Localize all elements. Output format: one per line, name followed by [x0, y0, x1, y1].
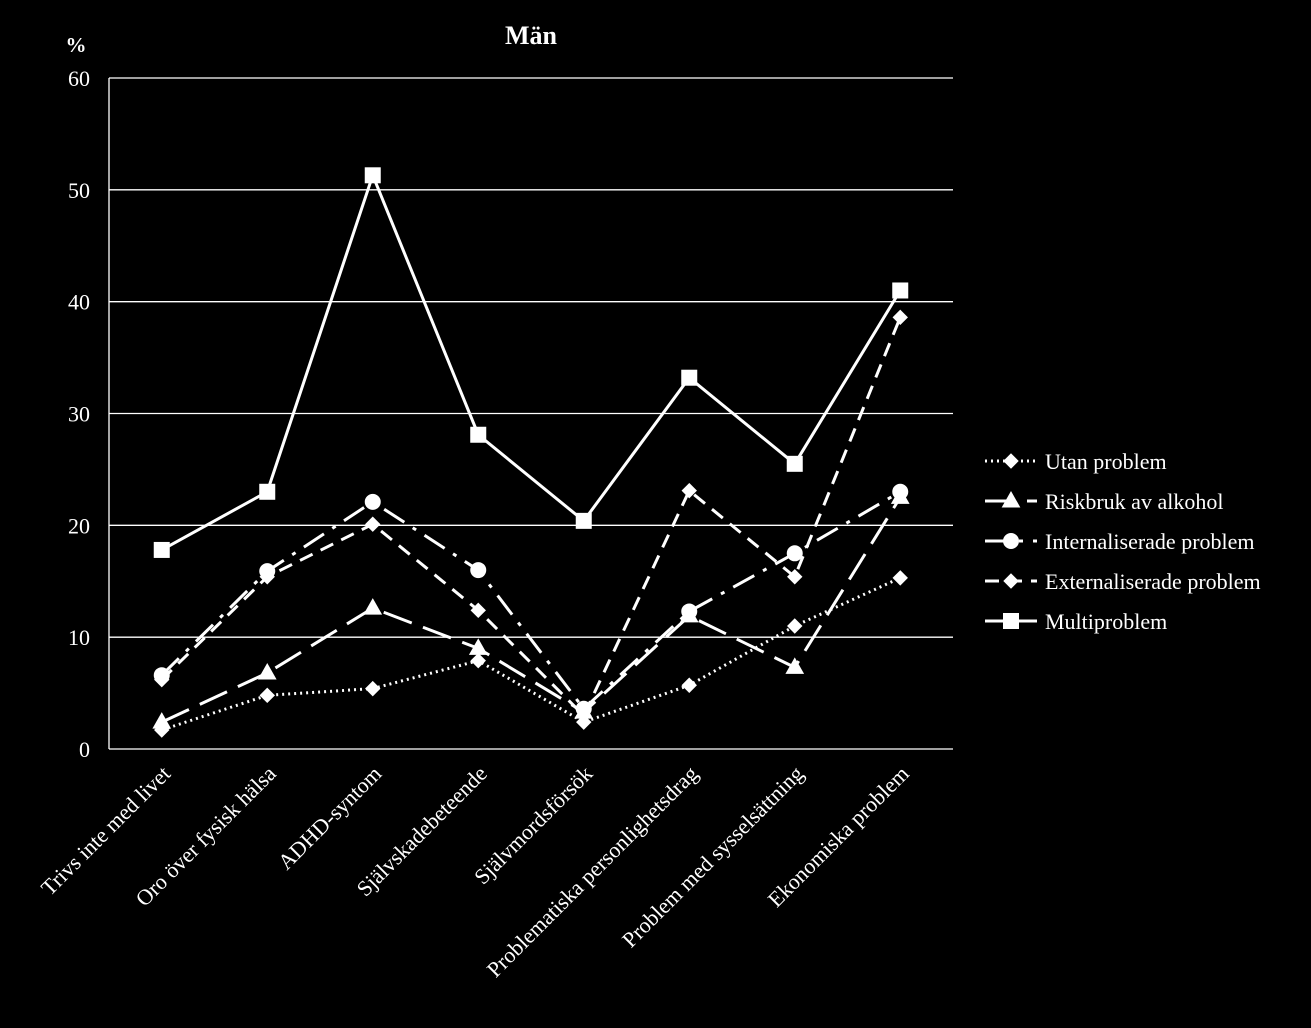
gridlines: [109, 77, 953, 638]
legend-marker: [1003, 573, 1019, 589]
data-point: [154, 671, 170, 688]
y-axis-unit-label: %: [66, 33, 87, 57]
y-tick-label: 20: [68, 513, 90, 538]
x-tick-label: Problem med sysselsättning: [617, 761, 808, 952]
legend-label: Multiproblem: [1045, 609, 1167, 634]
data-point: [152, 712, 172, 729]
legend-label: Externaliserade problem: [1045, 569, 1261, 594]
data-point: [365, 680, 381, 697]
data-point: [785, 657, 805, 674]
legend-item: Riskbruk av alkohol: [985, 489, 1223, 514]
x-tick-label: Problematiska personlighetsdrag: [482, 761, 703, 982]
y-tick-label: 10: [68, 625, 90, 650]
series-line: [161, 173, 902, 552]
series-externaliserade-problem: [154, 309, 908, 724]
y-tick-label: 40: [68, 290, 90, 315]
legend-label: Riskbruk av alkohol: [1045, 489, 1223, 514]
data-point: [681, 677, 697, 693]
series-utan-problem: [154, 570, 908, 738]
data-point: [470, 602, 486, 619]
series-line: [161, 496, 902, 724]
legend-item: Externaliserade problem: [985, 569, 1261, 594]
data-point: [787, 569, 803, 585]
data-point: [364, 167, 381, 184]
data-point: [470, 426, 487, 443]
legend-label: Internaliserade problem: [1045, 529, 1255, 554]
data-point: [364, 493, 381, 510]
legend-item: Multiproblem: [985, 609, 1167, 634]
data-point: [365, 516, 381, 532]
y-tick-label: 0: [79, 737, 90, 762]
legend-label: Utan problem: [1045, 449, 1167, 474]
data-point: [153, 541, 170, 558]
data-point: [787, 618, 803, 634]
data-point: [892, 282, 909, 299]
data-point: [363, 598, 383, 615]
data-point: [259, 687, 275, 704]
data-point: [892, 309, 908, 326]
data-point: [470, 562, 487, 579]
data-point: [681, 482, 697, 499]
legend-item: Internaliserade problem: [985, 529, 1255, 554]
data-point: [786, 545, 803, 562]
data-point: [681, 603, 698, 620]
data-point: [468, 638, 488, 655]
series-internaliserade-problem: [153, 483, 909, 717]
data-point: [892, 570, 908, 586]
legend: Utan problem Riskbruk av alkohol Internali…: [985, 449, 1261, 634]
data-point: [786, 455, 803, 472]
series-line: [160, 490, 902, 711]
data-point: [259, 483, 276, 500]
series-multiproblem: [153, 167, 909, 558]
data-point: [892, 483, 909, 500]
y-tick-label: 60: [68, 66, 90, 91]
series-line: [161, 576, 901, 732]
y-tick-label: 30: [68, 402, 90, 427]
data-point: [576, 707, 592, 724]
data-point: [470, 652, 486, 669]
axes: [108, 78, 953, 750]
series-group: [152, 167, 910, 738]
data-point: [681, 369, 698, 386]
legend-item: Utan problem: [985, 449, 1167, 474]
data-point: [259, 569, 275, 585]
y-tick-label: 50: [68, 178, 90, 203]
y-axis-ticks: 0 10 20 30 40 50 60: [68, 66, 90, 762]
series-line: [160, 316, 902, 717]
data-point: [575, 512, 592, 529]
legend-marker: [1001, 490, 1021, 508]
legend-marker: [1003, 533, 1019, 549]
legend-marker: [1003, 613, 1019, 629]
legend-marker: [1003, 453, 1019, 469]
chart-title: Män: [505, 21, 558, 50]
x-tick-label: ADHD-syntom: [273, 761, 387, 875]
data-point: [257, 662, 277, 680]
